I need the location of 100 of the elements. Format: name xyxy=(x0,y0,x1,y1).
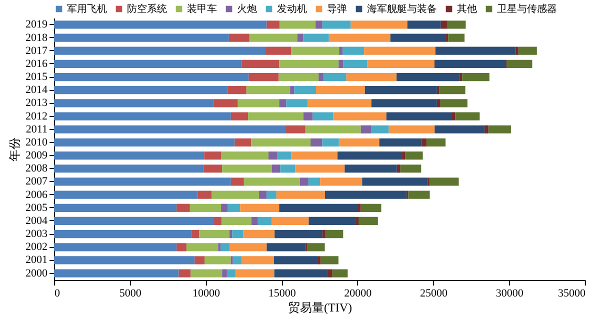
bar xyxy=(448,34,465,42)
bar xyxy=(427,178,430,186)
y-tick-label: 2013 xyxy=(26,97,48,110)
bar xyxy=(291,151,338,160)
bar xyxy=(402,151,406,160)
bar xyxy=(448,20,466,29)
x-tick-label: 20000 xyxy=(344,288,372,300)
legend-label: 发动机 xyxy=(277,3,307,15)
bar xyxy=(54,138,235,147)
bar xyxy=(308,216,356,226)
bar xyxy=(298,34,304,42)
bar xyxy=(328,269,332,278)
bar xyxy=(266,190,276,199)
bar xyxy=(434,125,485,134)
bar xyxy=(436,86,440,94)
bar xyxy=(343,60,368,68)
bar xyxy=(230,112,248,120)
bar xyxy=(310,138,322,147)
bar xyxy=(338,60,344,68)
bar xyxy=(230,178,244,186)
bar xyxy=(379,138,422,147)
bar xyxy=(266,243,306,252)
bar xyxy=(303,112,313,120)
bar xyxy=(440,99,468,108)
bar xyxy=(54,86,228,94)
bar xyxy=(211,190,259,199)
x-tick-label: 25000 xyxy=(420,288,448,300)
bar xyxy=(54,216,214,226)
bar xyxy=(272,216,309,226)
bar xyxy=(54,60,242,68)
bar xyxy=(333,112,386,120)
bar xyxy=(248,72,279,82)
bar xyxy=(54,178,231,186)
bar xyxy=(258,216,272,226)
bar xyxy=(286,125,306,134)
bar xyxy=(243,230,275,238)
bar xyxy=(371,125,389,134)
y-tick-label: 2006 xyxy=(26,188,48,201)
bar xyxy=(322,230,326,238)
bar xyxy=(350,20,408,29)
bar xyxy=(236,269,274,278)
bar xyxy=(426,138,446,147)
bar xyxy=(220,243,230,252)
bar xyxy=(204,151,222,160)
bar xyxy=(222,216,252,226)
legend-label: 导弹 xyxy=(327,3,347,15)
bar xyxy=(364,46,436,55)
bar xyxy=(396,72,460,82)
bar xyxy=(222,269,227,278)
bar xyxy=(516,46,518,55)
bar xyxy=(228,86,246,94)
bar xyxy=(338,138,380,147)
bar xyxy=(506,60,532,68)
bar xyxy=(274,256,318,264)
bar xyxy=(232,230,244,238)
bar xyxy=(294,86,316,94)
y-tick-label: 2000 xyxy=(26,267,48,280)
x-tick-label: 10000 xyxy=(192,288,220,300)
bar xyxy=(371,99,437,108)
bar xyxy=(228,34,250,42)
bar xyxy=(305,125,361,134)
legend-label: 其他 xyxy=(457,3,477,15)
bar xyxy=(316,86,365,94)
bar xyxy=(54,269,179,278)
bar xyxy=(320,178,362,186)
bar xyxy=(355,216,358,226)
bar xyxy=(226,269,236,278)
bar xyxy=(300,178,308,186)
bar xyxy=(230,230,232,238)
bar xyxy=(439,86,466,94)
bar xyxy=(323,72,346,82)
bar xyxy=(279,204,358,212)
bar xyxy=(54,204,177,212)
bar xyxy=(342,46,364,55)
bar xyxy=(246,86,290,94)
bar xyxy=(240,204,280,212)
bar xyxy=(279,99,286,108)
y-tick-label: 2010 xyxy=(26,136,48,148)
bar xyxy=(234,138,252,147)
bar xyxy=(251,216,258,226)
bar xyxy=(312,112,334,120)
bar xyxy=(176,243,186,252)
bar xyxy=(190,204,222,212)
bar xyxy=(248,112,304,120)
bar xyxy=(386,112,452,120)
y-tick-label: 2007 xyxy=(26,176,48,188)
bar xyxy=(251,138,311,147)
bar xyxy=(324,190,407,199)
bar xyxy=(322,20,351,29)
bar xyxy=(221,204,228,212)
bar xyxy=(364,86,437,94)
bar xyxy=(222,164,272,173)
bar xyxy=(54,256,195,264)
bar xyxy=(308,99,372,108)
bar xyxy=(199,230,230,238)
y-tick-label: 2009 xyxy=(26,150,48,162)
bar xyxy=(360,204,382,212)
bar xyxy=(455,112,480,120)
y-tick-label: 2004 xyxy=(26,214,48,227)
bar xyxy=(390,34,446,42)
